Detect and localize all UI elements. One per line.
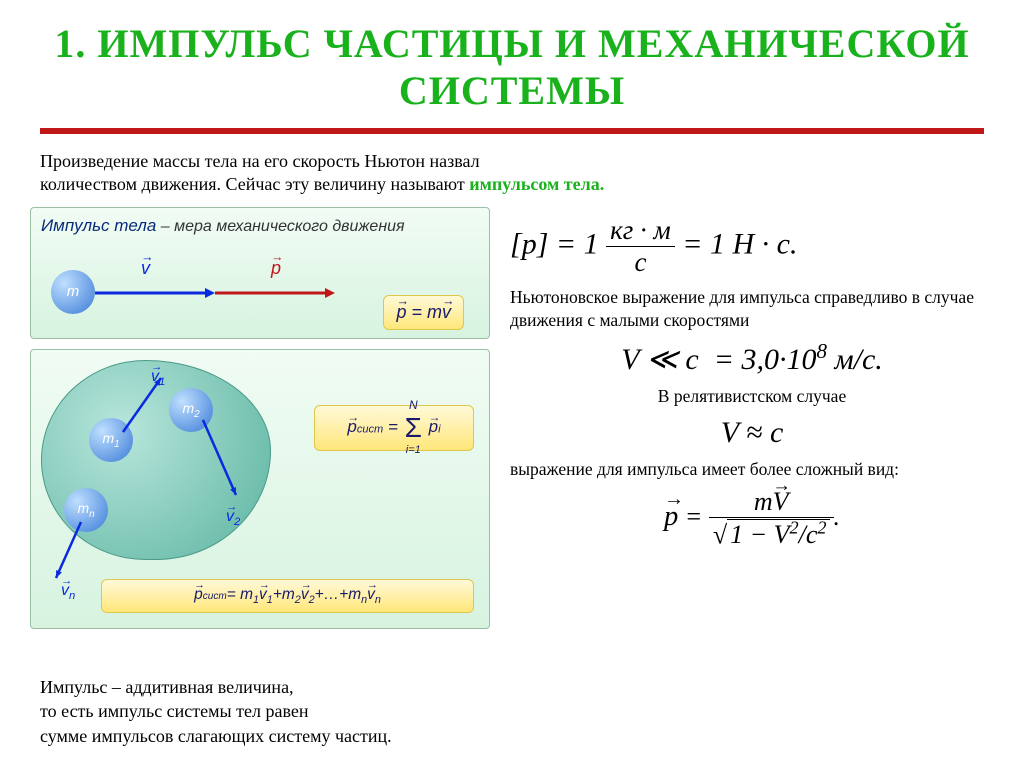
label-v: v [141, 258, 150, 279]
panel-system: m1m2mnv1v2vn pсист = N Σ i=1 pi pсист= m… [30, 349, 490, 629]
diagram-single-particle: m v p p = mv [41, 240, 479, 330]
eq-v-approx-c: V ≈ c [510, 416, 994, 450]
left-column: Импульс тела – мера механического движен… [30, 207, 490, 629]
formula-sum: pсист = N Σ i=1 pi [314, 405, 474, 451]
text-newtonian: Ньютоновское выражение для импульса спра… [510, 286, 994, 332]
arrow-p [215, 288, 335, 298]
intro-accent: импульсом тела. [469, 174, 604, 194]
text-complex: выражение для импульса имеет более сложн… [510, 458, 994, 481]
balls-layer: m1m2mnv1v2vn [41, 360, 271, 590]
bottom-summary: Импульс – аддитивная величина, то есть и… [40, 675, 392, 748]
arrow-v [95, 288, 215, 298]
text-relativistic: В релятивистском случае [510, 385, 994, 408]
panel1-subtitle: – мера механического движения [161, 218, 405, 235]
page-title: 1. ИМПУЛЬС ЧАСТИЦЫ И МЕХАНИЧЕСКОЙ СИСТЕМ… [0, 0, 1024, 124]
eq-relativistic-p: p = mV √1 − V2/c2 . [510, 487, 994, 551]
label-vn: vn [61, 582, 75, 602]
intro-text: Произведение массы тела на его скорость … [0, 146, 1024, 207]
right-column: [p] = 1 кг · мс = 1 Н · с. Ньютоновское … [510, 207, 994, 629]
eq-units: [p] = 1 кг · мс = 1 Н · с. [510, 215, 994, 278]
panel1-title: Импульс тела [41, 216, 156, 235]
ball-m: m [51, 270, 95, 314]
eq-v-less-c: V ≪ c = 3,0·108 м/с. [510, 339, 994, 377]
bottom-l3: сумме импульсов слагающих систему частиц… [40, 724, 392, 748]
panel-impulse-body: Импульс тела – мера механического движен… [30, 207, 490, 339]
label-p: p [271, 258, 281, 279]
formula-expand: pсист= m1v1+m2v2+…+mnvn [101, 579, 474, 613]
bottom-l1: Импульс – аддитивная величина, [40, 675, 392, 699]
title-underline [40, 128, 984, 134]
bottom-l2: то есть импульс системы тел равен [40, 699, 392, 723]
intro-line2: количеством движения. Сейчас эту величин… [40, 174, 469, 194]
formula-p-mv: p = mv [383, 295, 464, 330]
intro-line1: Произведение массы тела на его скорость … [40, 151, 480, 171]
